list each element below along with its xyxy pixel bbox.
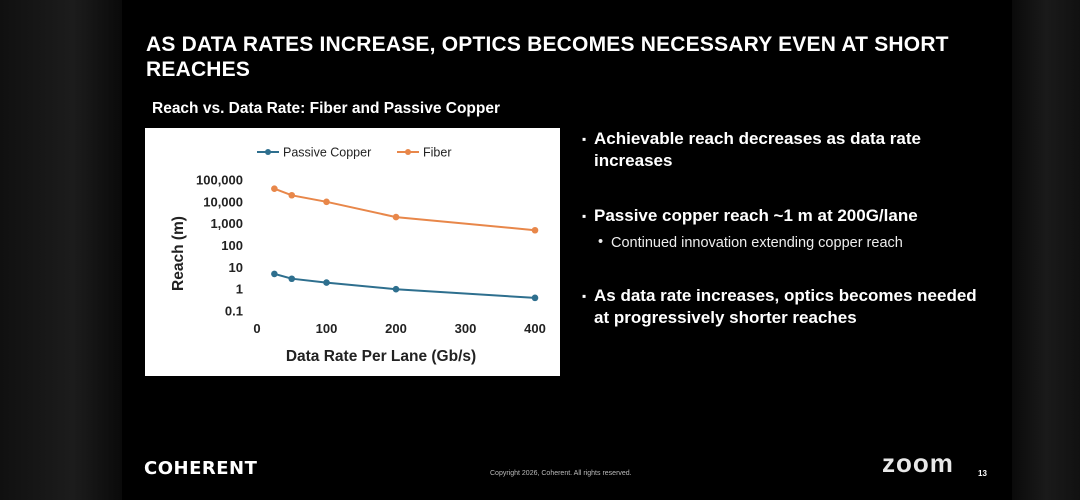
y-tick-label: 0.1 (225, 304, 243, 319)
bullet-text: Passive copper reach ~1 m at 200G/lane (594, 205, 992, 227)
bullet-1: ▪ Achievable reach decreases as data rat… (582, 128, 992, 172)
sub-bullet: • Continued innovation extending copper … (598, 234, 998, 252)
x-tick-label: 0 (253, 321, 260, 336)
data-point-passive-copper (271, 271, 278, 278)
chart-heading: Reach vs. Data Rate: Fiber and Passive C… (152, 100, 500, 118)
y-tick-label: 100 (221, 238, 243, 253)
y-tick-label: 1,000 (210, 216, 243, 231)
data-point-fiber (288, 192, 295, 199)
x-axis-label: Data Rate Per Lane (Gb/s) (286, 348, 476, 365)
sub-bullet-marker: • (598, 233, 603, 251)
data-point-passive-copper (288, 275, 295, 282)
left-screen-border (0, 0, 122, 500)
legend-marker (405, 149, 411, 155)
y-tick-label: 10,000 (203, 194, 243, 209)
bullet-marker: ▪ (582, 128, 586, 150)
slide-title: AS DATA RATES INCREASE, OPTICS BECOMES N… (146, 32, 966, 82)
bullet-2: ▪ Passive copper reach ~1 m at 200G/lane (582, 205, 992, 227)
data-point-passive-copper (532, 295, 539, 302)
y-axis-label: Reach (m) (170, 216, 187, 291)
legend-label: Passive Copper (283, 146, 371, 160)
presentation-slide: AS DATA RATES INCREASE, OPTICS BECOMES N… (122, 0, 1012, 500)
x-tick-label: 100 (316, 321, 338, 336)
series-line-fiber (274, 189, 535, 231)
copyright-text: Copyright 2026, Coherent. All rights res… (490, 470, 632, 477)
series-line-passive-copper (274, 274, 535, 298)
sub-bullet-text: Continued innovation extending copper re… (611, 234, 998, 252)
page-number: 13 (978, 469, 987, 478)
bullet-text: Achievable reach decreases as data rate … (594, 128, 992, 172)
legend-label: Fiber (423, 146, 451, 160)
data-point-passive-copper (393, 286, 400, 293)
coherent-logo: COHERENT (144, 458, 257, 479)
x-tick-label: 400 (524, 321, 546, 336)
x-tick-label: 300 (455, 321, 477, 336)
bullet-marker: ▪ (582, 285, 586, 307)
bullet-3: ▪ As data rate increases, optics becomes… (582, 285, 992, 329)
y-tick-label: 10 (229, 260, 243, 275)
bullet-marker: ▪ (582, 205, 586, 227)
data-point-passive-copper (323, 279, 330, 286)
bullet-text: As data rate increases, optics becomes n… (594, 285, 992, 329)
y-tick-label: 1 (236, 282, 243, 297)
y-tick-label: 100,000 (196, 173, 243, 188)
right-screen-border (1012, 0, 1080, 500)
x-tick-label: 200 (385, 321, 407, 336)
data-point-fiber (271, 185, 278, 192)
chart-panel: 0.1 1 10 100 1,000 10,000 100,000 0 100 200 300 400… (145, 128, 560, 376)
legend-marker (265, 149, 271, 155)
data-point-fiber (393, 214, 400, 221)
reach-vs-rate-chart: 0.1 1 10 100 1,000 10,000 100,000 0 100 200 300 400… (145, 128, 560, 376)
data-point-fiber (323, 199, 330, 206)
data-point-fiber (532, 227, 539, 234)
zoom-watermark: zoom (882, 448, 954, 479)
